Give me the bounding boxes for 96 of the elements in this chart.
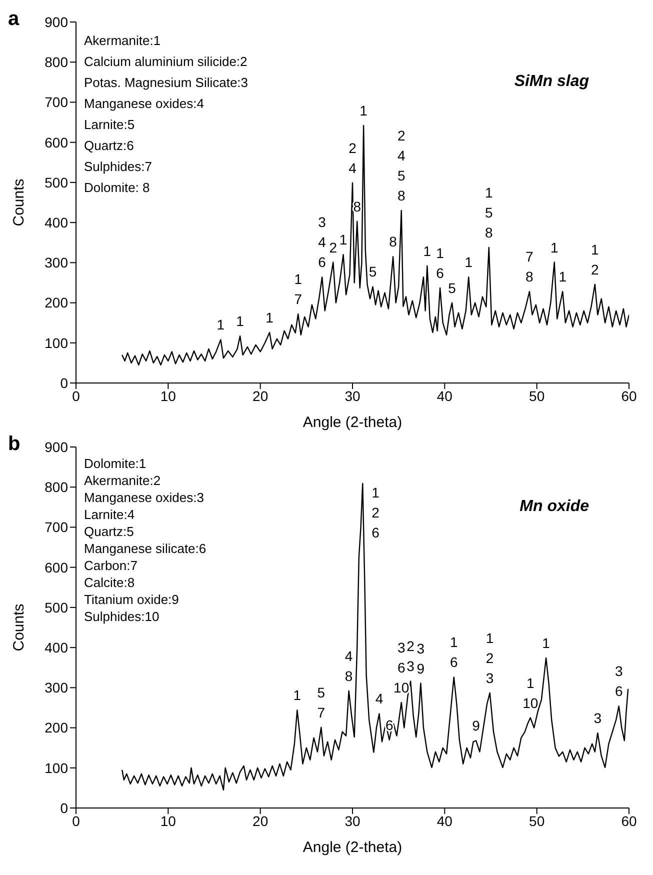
annotation: 1 <box>216 316 225 333</box>
y-tick-label: 900 <box>44 438 68 455</box>
y-tick-label: 400 <box>44 640 68 656</box>
annotation: 1 <box>266 309 274 326</box>
annotation: 5 7 <box>317 684 326 720</box>
x-tick-label: 50 <box>529 812 545 829</box>
x-axis-title: Angle (2-theta) <box>302 414 402 431</box>
x-tick-label: 30 <box>344 812 360 829</box>
annotation: 3 4 6 <box>318 214 326 270</box>
annotation: 1 <box>558 268 567 285</box>
annotation: 1 5 8 <box>485 184 494 240</box>
annotation: 5 <box>448 280 456 296</box>
annotation: Akermanite:1 <box>84 32 162 50</box>
chart-title: b <box>8 433 20 456</box>
annotation: Calcium aluminium silicide:2 <box>84 53 248 71</box>
annotation: 1 <box>550 239 558 256</box>
annotation: Manganese silicate:6 <box>84 540 206 557</box>
annotation: Titanium oxide:9 <box>84 591 180 608</box>
annotation: 2 3 <box>406 638 415 674</box>
y-tick-label: 700 <box>44 94 68 110</box>
annotation: Sulphides:7 <box>84 158 153 176</box>
annotation: Sulphides:10 <box>84 608 160 625</box>
x-tick-label: 20 <box>252 388 268 404</box>
x-tick-label: 0 <box>72 388 80 404</box>
x-tick-label: 40 <box>436 388 453 404</box>
x-axis-title: Angle (2-theta) <box>302 839 402 856</box>
y-tick-label: 600 <box>44 559 68 576</box>
y-tick-label: 500 <box>44 174 68 190</box>
y-axis-title: Counts <box>10 178 28 226</box>
annotation: 1 6 <box>450 634 458 670</box>
annotation: 1 10 <box>522 674 538 711</box>
annotation: 7 8 <box>526 248 534 285</box>
x-tick-label: 0 <box>72 812 80 829</box>
x-tick-label: 40 <box>436 812 453 829</box>
y-tick-label: 500 <box>44 599 68 616</box>
annotation: 1 6 <box>436 244 444 281</box>
x-tick-label: 10 <box>160 812 176 829</box>
annotation: 2 4 5 8 <box>397 128 406 204</box>
annotation: 3 9 <box>416 640 425 676</box>
annotation: 1 2 3 <box>486 630 494 686</box>
x-tick-label: 60 <box>621 812 637 829</box>
y-tick-label: 800 <box>44 54 68 70</box>
y-tick-label: 700 <box>44 519 68 536</box>
annotation: Dolomite:1 <box>84 455 148 472</box>
annotation: 1 2 6 <box>372 484 380 540</box>
annotation: 8 <box>353 198 362 214</box>
y-tick-label: 0 <box>60 374 68 391</box>
y-tick-label: 300 <box>44 680 68 696</box>
y-axis-title: Counts <box>10 604 28 652</box>
text: Mn oxide <box>520 498 589 516</box>
annotation: Quartz:5 <box>84 523 135 540</box>
annotation: 1 <box>360 102 368 118</box>
annotation: 8 <box>389 234 398 250</box>
annotation: 1 <box>236 313 244 330</box>
annotation: 2 4 <box>348 140 357 176</box>
x-tick-label: 20 <box>252 812 268 829</box>
annotation: 3 6 <box>614 663 623 700</box>
annotation: 1 <box>542 634 550 651</box>
annotation: Manganese oxides:3 <box>84 489 205 506</box>
annotation: 5 <box>368 264 377 280</box>
y-tick-label: 600 <box>44 134 68 150</box>
annotation: Dolomite: 8 <box>84 179 151 197</box>
annotation: 2 <box>329 239 338 256</box>
annotation: Manganese oxides:4 <box>84 95 205 113</box>
y-tick-label: 0 <box>60 800 68 816</box>
annotation: 1 <box>423 242 432 259</box>
annotation: 3 <box>594 710 602 726</box>
annotation: 1 7 <box>294 271 302 308</box>
annotation: 1 <box>464 254 473 270</box>
annotation: Quartz:6 <box>84 137 135 155</box>
annotation: 1 <box>339 232 348 248</box>
y-tick-label: 100 <box>44 760 68 776</box>
annotation: Akermanite:2 <box>84 472 162 489</box>
annotation: 4 <box>375 690 384 707</box>
annotation: Calcite:8 <box>84 574 136 591</box>
text: SiMn slag <box>514 72 589 91</box>
y-tick-label: 800 <box>44 479 68 496</box>
y-tick-label: 300 <box>44 254 68 271</box>
annotation: 9 <box>472 718 480 734</box>
annotation: Carbon:7 <box>84 557 138 574</box>
annotation: Larnite:5 <box>84 116 136 134</box>
y-tick-label: 200 <box>44 294 68 311</box>
annotation: 1 2 <box>591 241 599 278</box>
y-tick-label: 900 <box>44 14 68 30</box>
y-tick-label: 400 <box>44 214 68 231</box>
x-tick-label: 30 <box>344 388 360 404</box>
x-tick-label: 10 <box>160 388 176 404</box>
annotation: 4 8 <box>344 648 353 684</box>
y-tick-label: 100 <box>44 334 68 351</box>
annotation: 1 <box>293 687 302 704</box>
x-tick-label: 60 <box>621 388 637 404</box>
y-tick-label: 200 <box>44 720 68 736</box>
x-tick-label: 50 <box>529 388 545 404</box>
chart-title: a <box>8 8 20 31</box>
annotation: Potas. Magnesium Silicate:3 <box>84 74 248 92</box>
annotation: Larnite:4 <box>84 506 136 523</box>
